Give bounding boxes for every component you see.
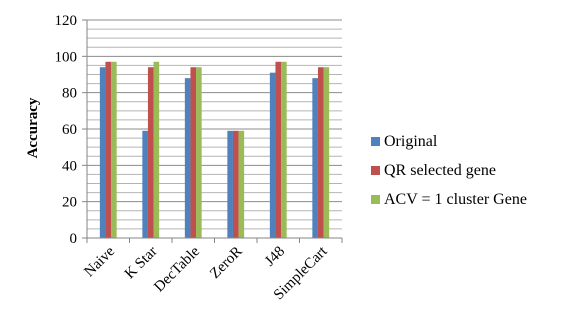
legend-swatch (371, 137, 380, 146)
y-tick-labels: 0 20 40 60 80 100 120 (55, 13, 78, 247)
x-tick-label: ZeroR (207, 244, 245, 282)
legend-label: Original (384, 133, 438, 150)
bar-k-star-series-1 (142, 130, 148, 238)
legend-swatch (371, 166, 380, 175)
bar-dectable-series-2 (190, 67, 197, 238)
bar-dectable-series-3 (196, 67, 202, 238)
legend: Original QR selected gene ACV = 1 cluster … (371, 133, 527, 208)
legend-label: ACV = 1 cluster Gene (384, 191, 527, 208)
y-tick-label: 60 (62, 122, 77, 138)
bar-dectable-series-1 (184, 78, 191, 238)
bar-j48-series-3 (281, 61, 287, 239)
bar-simplecart-series-2 (317, 67, 324, 238)
y-tick-label: 100 (55, 49, 78, 65)
bar-zeror-series-1 (227, 130, 233, 238)
x-tick-label: Naive (81, 243, 118, 280)
bar-naive-series-2 (105, 61, 112, 239)
bar-naive-series-3 (111, 61, 117, 239)
bar-simplecart-series-3 (323, 67, 330, 238)
axes (82, 19, 343, 243)
bars (99, 61, 330, 239)
x-tick-label: J48 (262, 244, 288, 270)
y-tick-label: 20 (62, 195, 77, 211)
bar-naive-series-1 (99, 67, 106, 238)
legend-label: QR selected gene (384, 162, 496, 179)
bar-simplecart-series-1 (312, 78, 318, 238)
gridlines (87, 19, 342, 230)
y-tick-label: 80 (62, 86, 77, 102)
legend-swatch (371, 195, 380, 204)
bar-zeror-series-3 (238, 130, 245, 238)
x-tick-label: DecTable (151, 243, 203, 295)
x-tick-label: K Star (122, 244, 161, 283)
bar-j48-series-2 (275, 61, 282, 239)
y-tick-label: 0 (70, 231, 78, 247)
y-axis-label: Accuracy (25, 97, 41, 158)
bar-j48-series-1 (269, 72, 276, 238)
y-tick-label: 40 (62, 158, 77, 174)
bar-k-star-series-2 (147, 67, 154, 238)
bar-zeror-series-2 (232, 130, 239, 238)
y-tick-label: 120 (55, 13, 78, 29)
bar-k-star-series-3 (153, 61, 160, 239)
